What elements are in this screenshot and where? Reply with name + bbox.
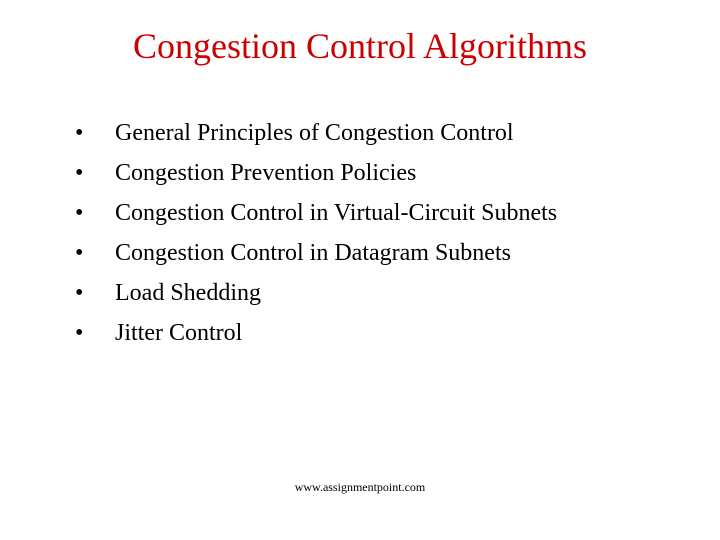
- list-item: • General Principles of Congestion Contr…: [75, 117, 670, 149]
- list-item: • Jitter Control: [75, 317, 670, 349]
- bullet-text: General Principles of Congestion Control: [115, 117, 514, 149]
- footer-text: www.assignmentpoint.com: [0, 480, 720, 495]
- bullet-text: Congestion Prevention Policies: [115, 157, 416, 189]
- bullet-list: • General Principles of Congestion Contr…: [50, 117, 670, 349]
- list-item: • Congestion Prevention Policies: [75, 157, 670, 189]
- bullet-text: Load Shedding: [115, 277, 261, 309]
- slide-title: Congestion Control Algorithms: [50, 25, 670, 67]
- bullet-marker-icon: •: [75, 157, 115, 189]
- bullet-marker-icon: •: [75, 317, 115, 349]
- bullet-marker-icon: •: [75, 197, 115, 229]
- bullet-marker-icon: •: [75, 277, 115, 309]
- list-item: • Congestion Control in Datagram Subnets: [75, 237, 670, 269]
- bullet-text: Congestion Control in Datagram Subnets: [115, 237, 511, 269]
- bullet-marker-icon: •: [75, 117, 115, 149]
- bullet-text: Congestion Control in Virtual-Circuit Su…: [115, 197, 557, 229]
- bullet-marker-icon: •: [75, 237, 115, 269]
- bullet-text: Jitter Control: [115, 317, 242, 349]
- list-item: • Congestion Control in Virtual-Circuit …: [75, 197, 670, 229]
- list-item: • Load Shedding: [75, 277, 670, 309]
- slide-container: Congestion Control Algorithms • General …: [0, 0, 720, 540]
